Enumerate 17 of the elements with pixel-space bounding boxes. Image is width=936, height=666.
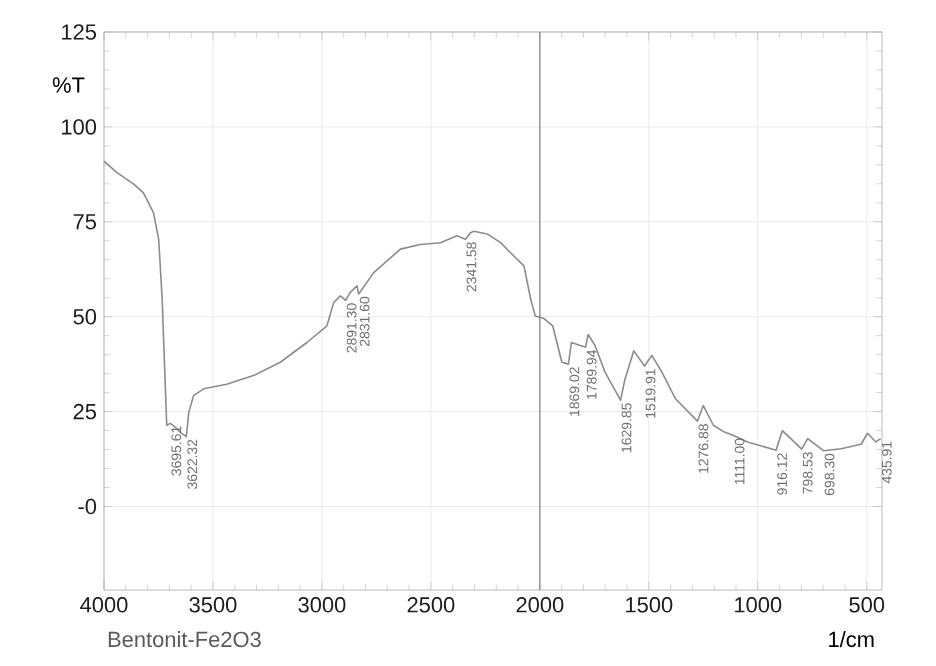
x-tick-label: 1500 bbox=[626, 597, 673, 613]
y-tick-label: 125 bbox=[62, 24, 96, 40]
y-tick-label: 50 bbox=[73, 308, 97, 325]
x-tick-label: 1000 bbox=[735, 597, 782, 613]
y-tick-label: 100 bbox=[62, 119, 97, 135]
y-tick-label: 75 bbox=[73, 214, 97, 230]
y-axis-title: %T bbox=[52, 77, 85, 93]
x-tick-label: 3000 bbox=[298, 597, 346, 613]
x-tick-label: 3500 bbox=[189, 597, 237, 613]
y-tick-label: 25 bbox=[73, 403, 97, 420]
x-tick-label: 500 bbox=[849, 597, 885, 613]
text: Bentonit-Fe2O3 bbox=[108, 631, 261, 648]
x-tick-label: 2000 bbox=[516, 597, 564, 613]
y-tick-label: -0 bbox=[78, 498, 97, 515]
x-tick-label: 2500 bbox=[407, 597, 455, 613]
x-axis-title: 1/cm bbox=[829, 631, 874, 648]
x-tick-label: 4000 bbox=[80, 597, 128, 613]
